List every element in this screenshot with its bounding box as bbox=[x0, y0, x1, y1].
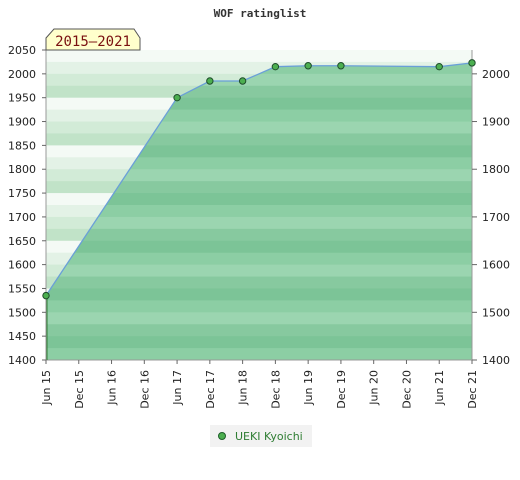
data-point bbox=[42, 291, 50, 300]
data-point bbox=[271, 62, 280, 71]
area-band bbox=[46, 252, 472, 266]
legend-series-label: UEKI Kyoichi bbox=[235, 429, 303, 443]
area-band bbox=[46, 300, 472, 313]
area-band bbox=[46, 312, 472, 325]
data-point bbox=[435, 62, 443, 71]
left-y-tick-label: 1700 bbox=[8, 211, 36, 224]
x-tick-label: Dec 18 bbox=[269, 370, 282, 409]
x-tick-label: Jun 16 bbox=[106, 370, 119, 406]
right-y-tick-label: 1600 bbox=[482, 259, 510, 272]
x-tick-label: Jun 20 bbox=[368, 370, 381, 406]
period-badge: 2015–2021 bbox=[45, 28, 141, 51]
x-tick-label: Dec 19 bbox=[335, 370, 348, 409]
x-tick-label: Dec 20 bbox=[400, 370, 413, 409]
area-band bbox=[46, 205, 472, 218]
area-band bbox=[46, 276, 472, 289]
area-band bbox=[46, 157, 472, 170]
axes: 1400 1450 1500 1550 1600 1650 1700 1750 1800 1850… bbox=[8, 44, 510, 409]
x-tick-label: Dec 15 bbox=[73, 370, 86, 409]
x-tick-label: Dec 21 bbox=[466, 370, 479, 409]
x-tick-label: Jun 17 bbox=[171, 370, 184, 406]
area-band bbox=[46, 336, 472, 349]
area-band bbox=[46, 193, 472, 206]
left-y-tick-label: 2050 bbox=[8, 44, 36, 57]
data-points bbox=[42, 59, 476, 300]
area-band bbox=[46, 264, 472, 278]
area-band bbox=[46, 324, 472, 337]
data-point bbox=[337, 62, 345, 70]
left-y-tick-label: 1550 bbox=[8, 282, 36, 295]
left-y-tick-label: 1600 bbox=[8, 259, 36, 272]
area-band bbox=[46, 348, 472, 360]
data-point bbox=[238, 77, 247, 85]
area-band bbox=[46, 145, 472, 158]
legend[interactable]: UEKI Kyoichi bbox=[210, 425, 312, 447]
left-y-tick-label: 1400 bbox=[8, 354, 36, 367]
left-y-tick-label: 1850 bbox=[8, 139, 36, 152]
x-tick-label: Jun 18 bbox=[237, 370, 250, 406]
area-band bbox=[46, 228, 472, 242]
data-point bbox=[468, 59, 476, 67]
area-band bbox=[46, 133, 472, 146]
chart-title: WOF ratinglist bbox=[214, 7, 307, 20]
data-point bbox=[173, 93, 181, 102]
left-y-tick-label: 1800 bbox=[8, 163, 36, 176]
right-y-tick-label: 1400 bbox=[482, 354, 510, 367]
x-tick-label: Jun 19 bbox=[302, 370, 315, 406]
area-band bbox=[46, 288, 472, 301]
right-y-tick-label: 1500 bbox=[482, 306, 510, 319]
right-y-tick-label: 1900 bbox=[482, 116, 510, 129]
data-point bbox=[206, 77, 214, 85]
right-y-tick-label: 1800 bbox=[482, 163, 510, 176]
data-point bbox=[304, 62, 312, 70]
left-y-tick-label: 1750 bbox=[8, 187, 36, 200]
left-y-tick-label: 2000 bbox=[8, 68, 36, 81]
left-y-tick-label: 1450 bbox=[8, 330, 36, 343]
area-band bbox=[46, 240, 472, 254]
left-y-tick-label: 1650 bbox=[8, 235, 36, 248]
left-y-tick-label: 1500 bbox=[8, 306, 36, 319]
left-y-tick-label: 1900 bbox=[8, 116, 36, 129]
area-band bbox=[46, 169, 472, 182]
legend-marker-icon bbox=[218, 432, 226, 440]
period-label: 2015–2021 bbox=[55, 34, 131, 50]
background-band bbox=[46, 50, 472, 63]
x-tick-label: Dec 16 bbox=[138, 370, 151, 409]
left-y-tick-label: 1950 bbox=[8, 92, 36, 105]
x-tick-label: Dec 17 bbox=[204, 370, 217, 409]
right-y-tick-label: 1700 bbox=[482, 211, 510, 224]
x-tick-label: Jun 15 bbox=[40, 370, 53, 406]
area-band bbox=[46, 216, 472, 230]
right-y-tick-label: 2000 bbox=[482, 68, 510, 81]
area-band bbox=[46, 181, 472, 194]
x-tick-label: Jun 21 bbox=[433, 370, 446, 406]
